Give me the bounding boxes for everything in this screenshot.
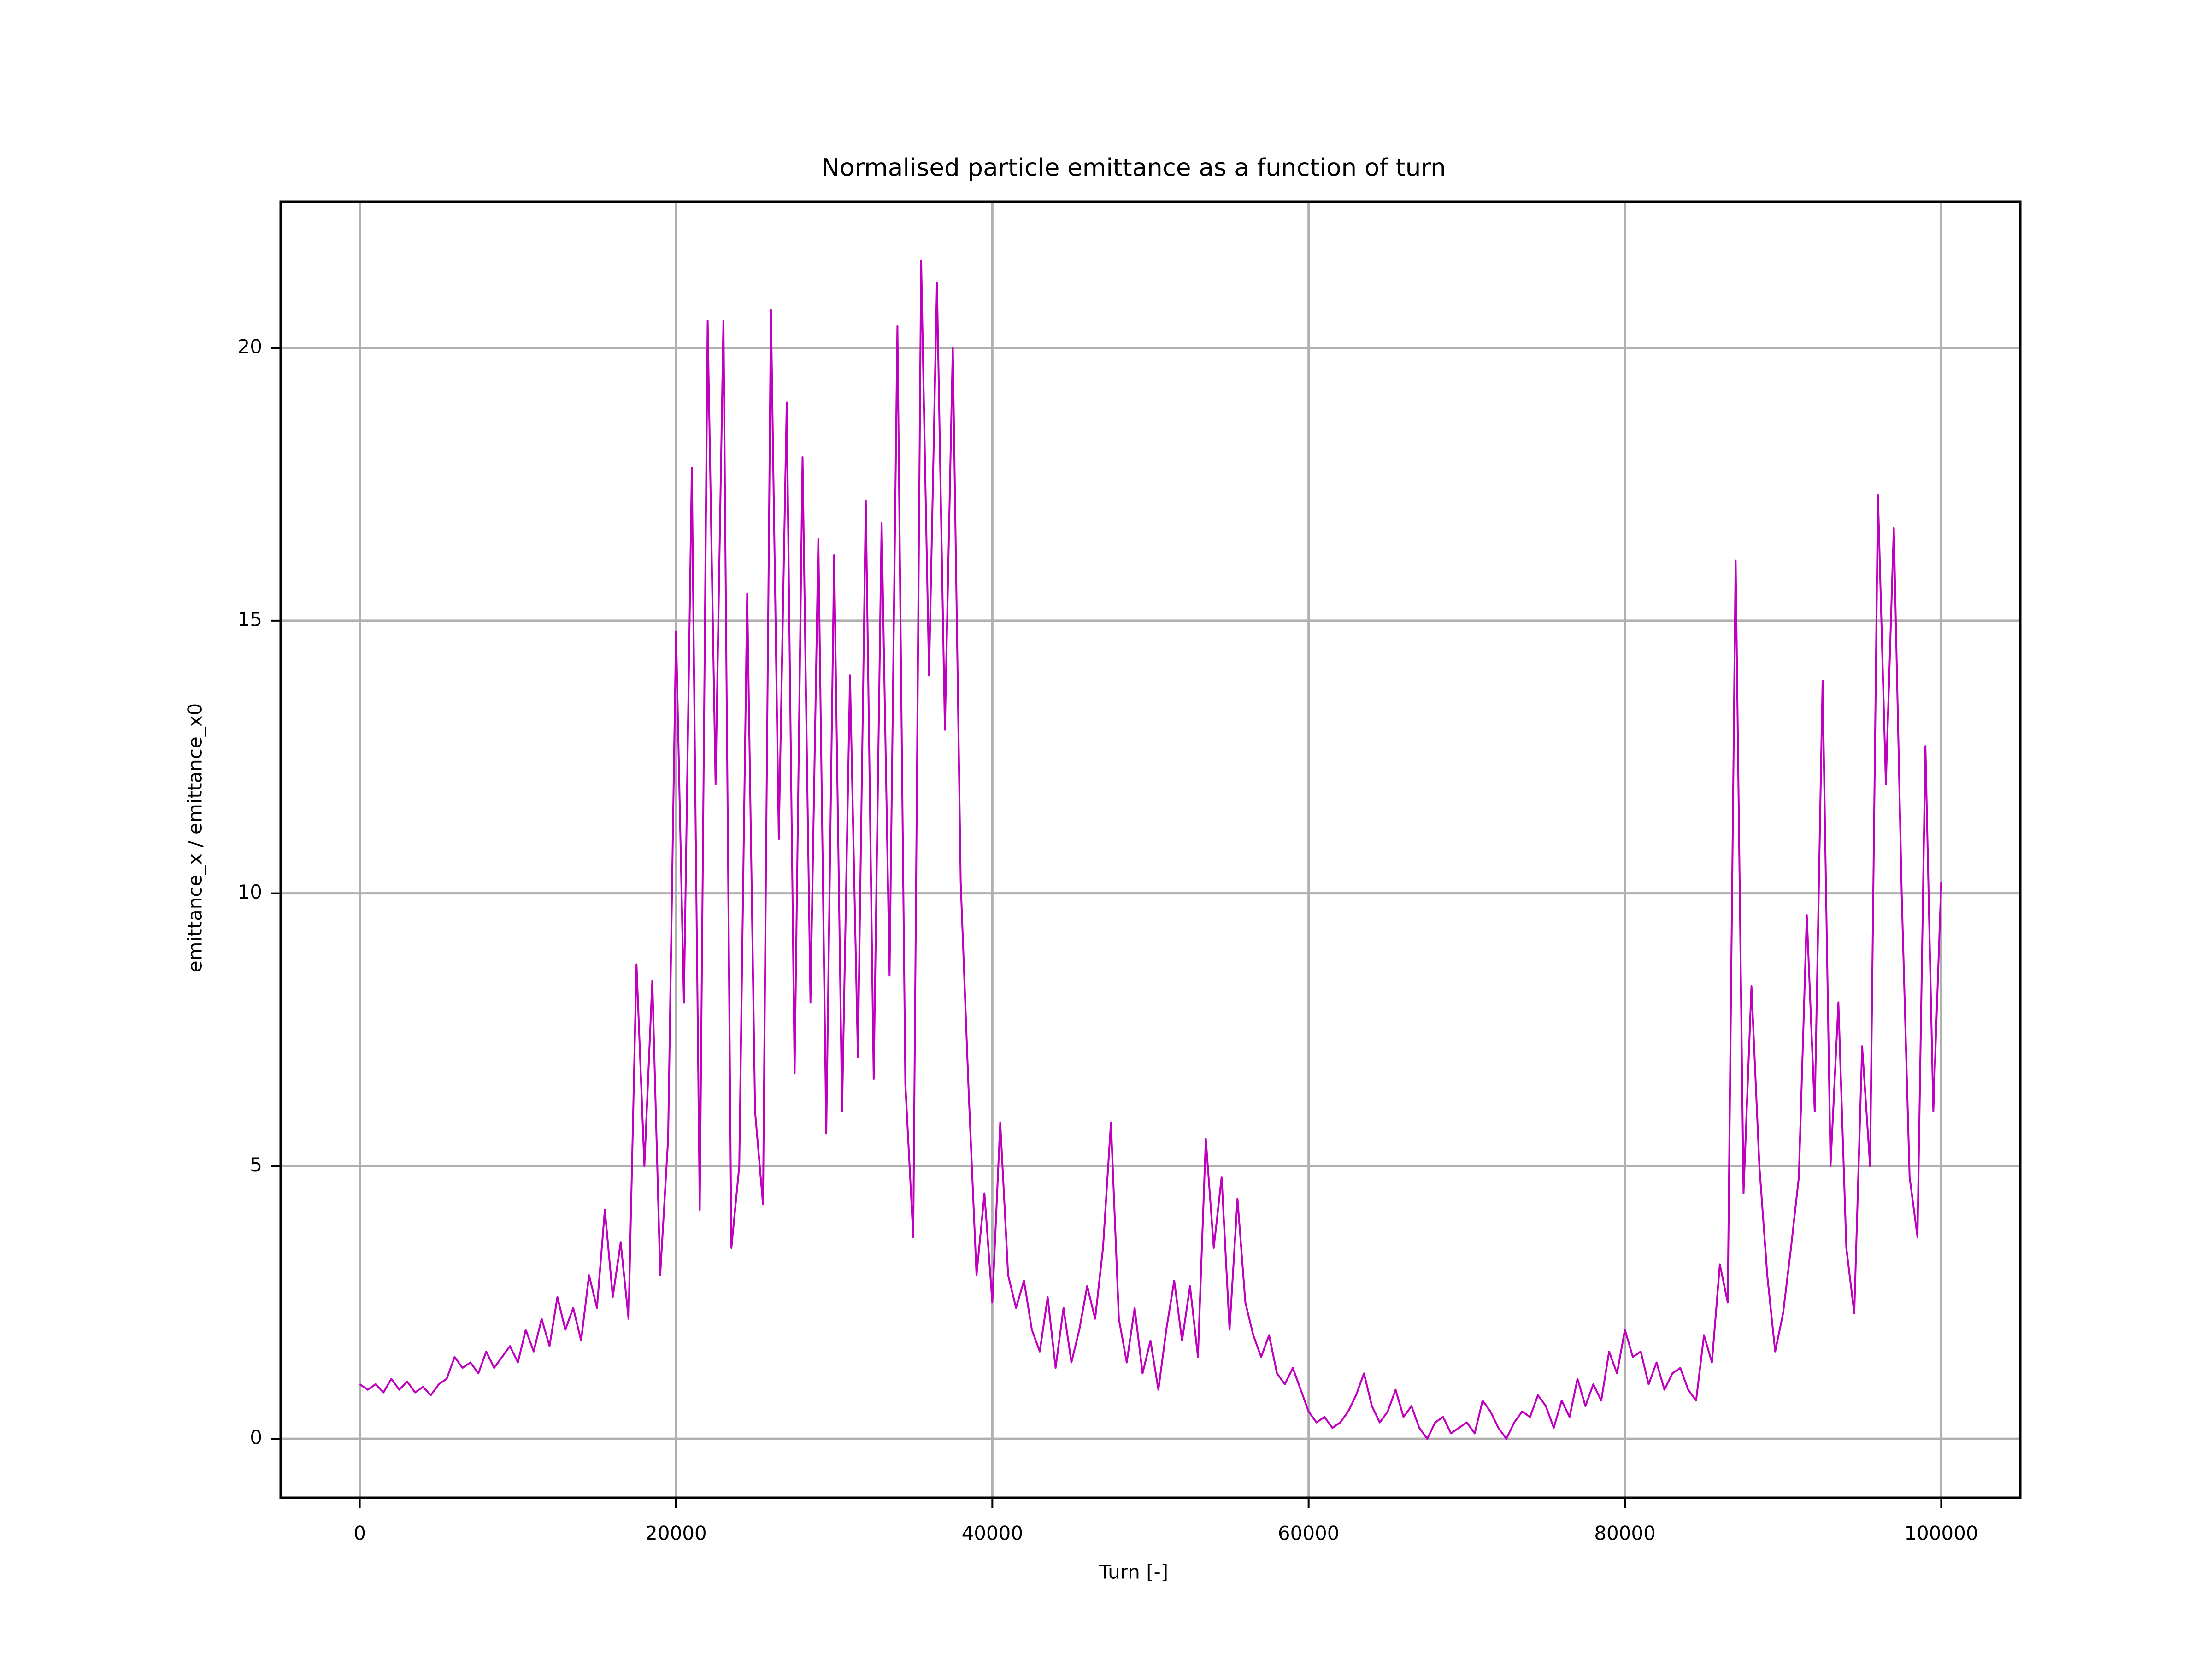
y-axis-label: emittance_x / emittance_x0 <box>184 703 206 973</box>
data-line <box>359 259 1942 1440</box>
x-tick-label: 100000 <box>1904 1522 1978 1545</box>
x-tick-label: 0 <box>353 1522 366 1545</box>
x-tick-label: 80000 <box>1594 1522 1656 1545</box>
x-tick-label: 60000 <box>1278 1522 1340 1545</box>
y-tick-label: 10 <box>238 881 262 903</box>
y-tick-label: 5 <box>250 1153 262 1176</box>
y-tick-label: 0 <box>250 1426 262 1449</box>
x-axis-label: Turn [-] <box>1099 1561 1168 1583</box>
x-tick-label: 20000 <box>645 1522 707 1545</box>
y-tick-label: 20 <box>238 335 262 358</box>
y-tick-label: 15 <box>238 608 262 630</box>
chart-title: Normalised particle emittance as a funct… <box>821 154 1446 182</box>
x-tick-label: 40000 <box>962 1522 1024 1545</box>
axes-frame <box>279 200 2022 1499</box>
